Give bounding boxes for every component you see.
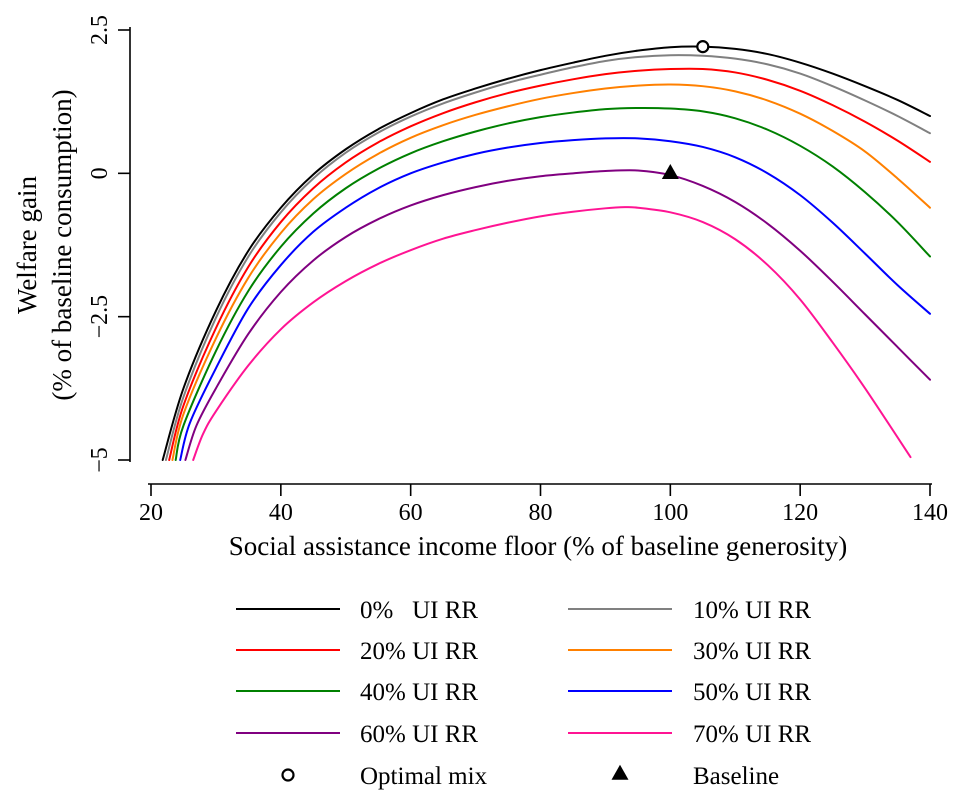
x-tick-label: 20	[139, 500, 163, 526]
x-tick-label: 100	[652, 500, 688, 526]
y-tick-label: −5	[87, 447, 113, 473]
legend-label: 50% UI RR	[693, 679, 811, 706]
legend-label: 30% UI RR	[693, 638, 811, 665]
optimal-mix-marker	[696, 40, 710, 54]
legend-label: 20% UI RR	[360, 638, 478, 665]
legend: 0% UI RR 10% UI RR 20% UI RR 30% UI RR 40% U…	[236, 597, 811, 790]
legend-label: 0% UI RR	[360, 597, 478, 624]
legend-label: 60% UI RR	[360, 721, 478, 748]
series-line-2	[168, 67, 931, 461]
series-line-0	[161, 45, 931, 461]
series-line-3	[171, 83, 931, 461]
series-lines	[161, 45, 931, 461]
baseline-marker	[661, 164, 679, 180]
y-axis-title-line2: (% of baseline consumption)	[47, 89, 77, 400]
y-ticks: −5 −2.5 0 2.5	[87, 15, 130, 473]
x-tick-label: 120	[782, 500, 818, 526]
x-tick-label: 80	[529, 500, 553, 526]
y-axis-title-line1: Welfare gain	[12, 176, 42, 314]
markers	[661, 40, 710, 180]
series-line-1	[164, 54, 931, 461]
legend-label: 40% UI RR	[360, 679, 478, 706]
legend-label: 70% UI RR	[693, 721, 811, 748]
y-tick-label: 0	[87, 167, 113, 179]
legend-marker	[281, 768, 295, 782]
x-axis-title: Social assistance income floor (% of bas…	[229, 531, 848, 561]
legend-label: 10% UI RR	[693, 597, 811, 624]
legend-label: Baseline	[693, 763, 779, 790]
x-tick-label: 140	[912, 500, 948, 526]
series-line-7	[192, 206, 912, 461]
x-ticks: 20 40 60 80 100 120 140	[139, 484, 948, 526]
legend-label: Optimal mix	[360, 763, 488, 790]
x-tick-label: 60	[399, 500, 423, 526]
y-tick-label: 2.5	[87, 15, 113, 45]
series-line-6	[184, 169, 931, 461]
legend-marker	[611, 764, 629, 780]
x-tick-label: 40	[269, 500, 293, 526]
y-tick-label: −2.5	[87, 295, 113, 339]
series-line-4	[174, 106, 931, 461]
series-line-5	[179, 137, 931, 461]
